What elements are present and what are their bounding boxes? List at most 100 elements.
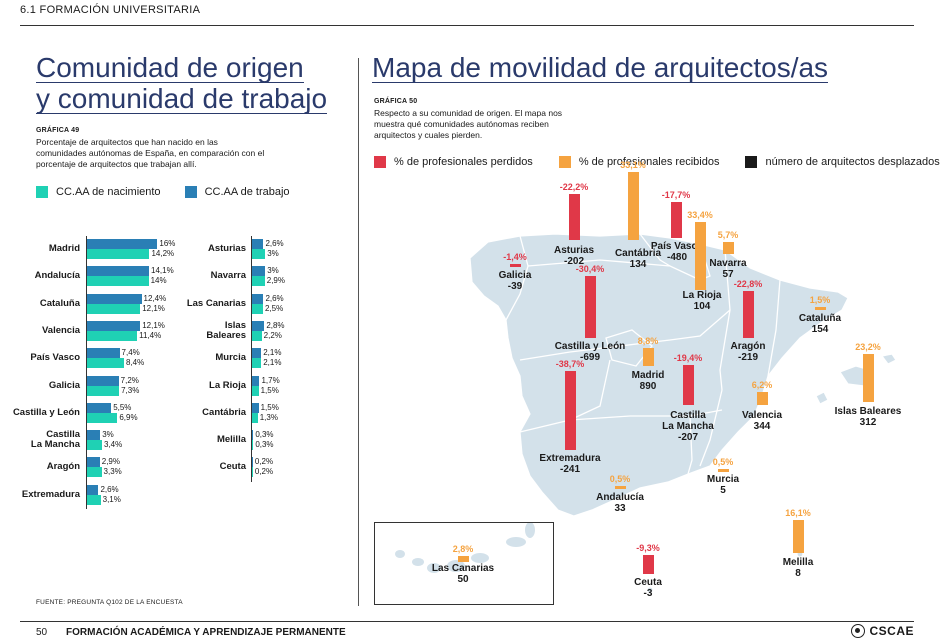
bar-nacimiento-value: 14% <box>150 276 167 286</box>
map-region-paisvasco: País Vasco -480 <box>650 241 704 263</box>
cscae-logo: CSCAE <box>851 624 914 638</box>
bar-trabajo-value: 2,6% <box>100 484 119 494</box>
legend-swatch-trabajo <box>184 186 197 198</box>
map-bar-asturias <box>568 194 580 240</box>
bar-nacimiento <box>87 303 141 314</box>
grafica-50-label: GRÁFICA 50 <box>374 98 418 105</box>
map-pct-andalucia: 0,5% <box>609 474 631 484</box>
bar-row-label: Castilla y León <box>12 406 80 418</box>
map-pct-murcia: 0,5% <box>712 457 734 467</box>
bar-trabajo-value: 2,6% <box>265 293 284 303</box>
bar-trabajo-value: 1,7% <box>261 375 280 385</box>
map-bar-melilla <box>792 519 804 553</box>
map-bar-extremadura <box>564 370 576 450</box>
map-bar-galicia <box>509 264 521 267</box>
bar-trabajo <box>252 430 254 441</box>
island-4 <box>447 560 465 572</box>
map-region-castillamancha: Castilla La Mancha -207 <box>662 410 714 443</box>
bar-trabajo <box>252 320 265 331</box>
bar-nacimiento <box>252 249 266 259</box>
bar-trabajo <box>252 402 259 413</box>
bar-trabajo <box>252 266 266 277</box>
bar-row: Valencia 12,1% 11,4% <box>0 320 360 342</box>
bar-nacimiento <box>87 358 124 369</box>
island-3 <box>427 563 441 573</box>
bar-nacimiento <box>87 276 149 287</box>
bar-nacimiento <box>252 358 262 369</box>
bar-nacimiento-value: 0,3% <box>255 440 274 450</box>
bar-trabajo-value: 5,5% <box>113 402 132 412</box>
bar-nacimiento <box>87 467 102 478</box>
island-7 <box>525 522 535 538</box>
bar-row-label: Aragón <box>46 461 80 473</box>
bar-row: Islas Baleares 2,8% 2,2% <box>0 320 360 342</box>
map-bar-valencia <box>756 392 768 405</box>
bar-axis-line <box>86 236 87 509</box>
border-extremadura <box>519 359 611 433</box>
legend-swatch-recibidos <box>558 156 571 168</box>
column-divider <box>358 58 359 606</box>
page-title: FORMACIÓN ACADÉMICA Y APRENDIZAJE PERMAN… <box>66 627 346 638</box>
source-note: FUENTE: PREGUNTA Q102 DE LA ENCUESTA <box>36 599 183 606</box>
border-cyl-south <box>519 309 731 361</box>
bar-row-label: Madrid <box>48 243 80 254</box>
map-region-navarra: Navarra 57 <box>709 258 747 280</box>
map-pct-cataluna: 1,5% <box>809 294 831 305</box>
bar-row: País Vasco 7,4% 8,4% <box>0 347 360 369</box>
map-region-cataluna: Cataluña 154 <box>798 313 842 335</box>
bar-trabajo-value: 2,1% <box>263 348 282 358</box>
bar-trabajo <box>87 239 158 249</box>
map-bar-castillamancha <box>682 365 694 405</box>
legend-label-desplazados: número de arquitectos desplazados <box>765 156 940 168</box>
island-2 <box>412 558 424 566</box>
legend-item-perdidos: % de profesionales perdidos <box>374 156 533 168</box>
map-bar-castillaleon <box>584 275 596 338</box>
map-region-asturias: Asturias -202 <box>553 245 594 267</box>
bar-row: Galicia 7,2% 7,3% <box>0 375 360 397</box>
legend-label-perdidos: % de profesionales perdidos <box>394 156 533 168</box>
bar-trabajo-value: 12,1% <box>142 320 165 330</box>
legend-swatch-nacimiento <box>36 186 48 198</box>
legend-item-nacimiento: CC.AA de nacimiento <box>36 186 161 198</box>
bar-row-label: Cantábria <box>202 406 246 418</box>
map-bar-paisvasco <box>670 201 682 238</box>
bar-trabajo <box>87 484 99 495</box>
border-aragon-west <box>719 249 731 391</box>
map-pct-larioja: 33,4% <box>687 209 713 220</box>
bar-nacimiento <box>252 385 259 396</box>
island-1 <box>395 550 405 558</box>
bar-nacimiento-value: 3% <box>267 249 279 258</box>
bar-nacimiento-value: 1,5% <box>260 385 279 395</box>
bar-row: Extremadura 2,6% 3,1% <box>0 484 360 506</box>
bar-row-label: Murcia <box>215 352 246 364</box>
bar-row: La Rioja 1,7% 1,5% <box>0 375 360 397</box>
bar-row: Murcia 2,1% 2,1% <box>0 347 360 369</box>
map-region-extremadura: Extremadura -241 <box>539 453 601 475</box>
bar-row: Asturias 2,6% 3% <box>0 238 360 260</box>
bar-nacimiento-value: 7,3% <box>121 385 140 395</box>
map-pct-extremadura: -38,7% <box>555 358 585 369</box>
legend-label-trabajo: CC.AA de trabajo <box>204 186 290 198</box>
map-pct-castillaleon: -30,4% <box>575 263 605 274</box>
bar-row: Aragón 2,9% 3,3% <box>0 456 360 478</box>
map-pct-madrid: 8,8% <box>637 335 659 346</box>
bar-trabajo <box>87 320 141 331</box>
border-pv <box>639 233 671 267</box>
map-bar-madrid <box>642 347 654 366</box>
bar-nacimiento <box>252 330 262 341</box>
left-title-line2: y comunidad de trabajo <box>36 83 328 114</box>
map-pct-paisvasco: -17,7% <box>661 189 691 200</box>
bar-trabajo <box>252 293 264 304</box>
page-number: 50 <box>36 627 48 638</box>
map-region-baleares: Islas Baleares 312 <box>834 406 902 428</box>
bar-row-label: Ceuta <box>219 461 246 473</box>
bar-trabajo <box>87 402 112 413</box>
bar-trabajo-value: 2,9% <box>101 457 120 467</box>
border-clm-south <box>569 409 723 421</box>
bar-nacimiento-value: 8,4% <box>125 358 145 368</box>
map-legend: % de profesionales perdidos % de profesi… <box>374 156 940 168</box>
map-bar-navarra <box>722 242 734 254</box>
legend-swatch-perdidos <box>374 156 386 168</box>
bar-row: Madrid 16% 14,2% <box>0 238 360 260</box>
bar-nacimiento-value: 11,4% <box>139 330 162 340</box>
